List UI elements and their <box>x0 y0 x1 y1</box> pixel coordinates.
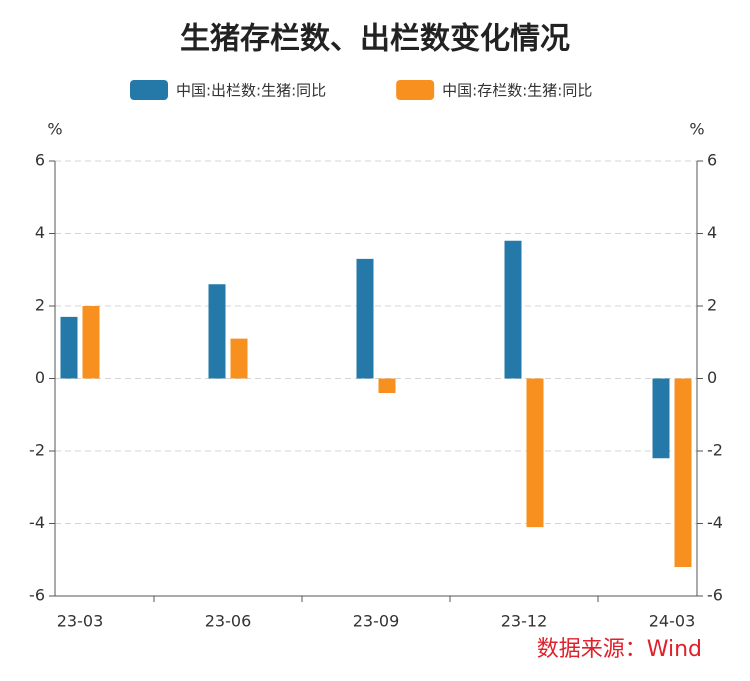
x-tick-label: 23-09 <box>353 612 400 631</box>
y2-tick-label: 4 <box>707 223 717 242</box>
bar <box>504 240 522 379</box>
chart-title: 生猪存栏数、出栏数变化情况 <box>180 22 570 57</box>
y2-tick-label: -2 <box>707 441 723 460</box>
bar <box>60 316 78 379</box>
bar <box>674 378 692 567</box>
legend-swatch <box>130 80 168 100</box>
source-note: 数据来源：Wind <box>537 637 702 662</box>
legend-swatch <box>396 80 435 100</box>
y-tick-label: 6 <box>35 151 45 170</box>
y2-tick-label: -6 <box>707 586 723 605</box>
y2-tick-label: 2 <box>707 296 717 315</box>
y-tick-label: -2 <box>29 441 45 460</box>
bar <box>356 258 374 379</box>
y-tick-label: 2 <box>35 296 45 315</box>
bar <box>208 284 226 379</box>
legend-label: 中国:存栏数:生猪:同比 <box>442 82 592 100</box>
bar <box>652 378 670 459</box>
legend-label: 中国:出栏数:生猪:同比 <box>176 82 326 100</box>
y2-axis-label: % <box>689 120 704 139</box>
y-tick-label: -4 <box>29 513 45 532</box>
y2-tick-label: 6 <box>707 151 717 170</box>
x-tick-label: 23-03 <box>57 612 104 631</box>
bar <box>82 306 100 379</box>
y-tick-label: 4 <box>35 223 45 242</box>
y2-tick-label: 0 <box>707 368 717 387</box>
x-tick-label: 23-06 <box>205 612 252 631</box>
x-tick-label: 23-12 <box>501 612 548 631</box>
y-tick-label: 0 <box>35 368 45 387</box>
bar <box>378 378 396 393</box>
y-axis-label: % <box>47 120 62 139</box>
x-tick-label: 24-03 <box>649 612 696 631</box>
y-tick-label: -6 <box>29 586 45 605</box>
y2-tick-label: -4 <box>707 513 723 532</box>
bar <box>230 338 248 379</box>
bar <box>526 378 544 528</box>
